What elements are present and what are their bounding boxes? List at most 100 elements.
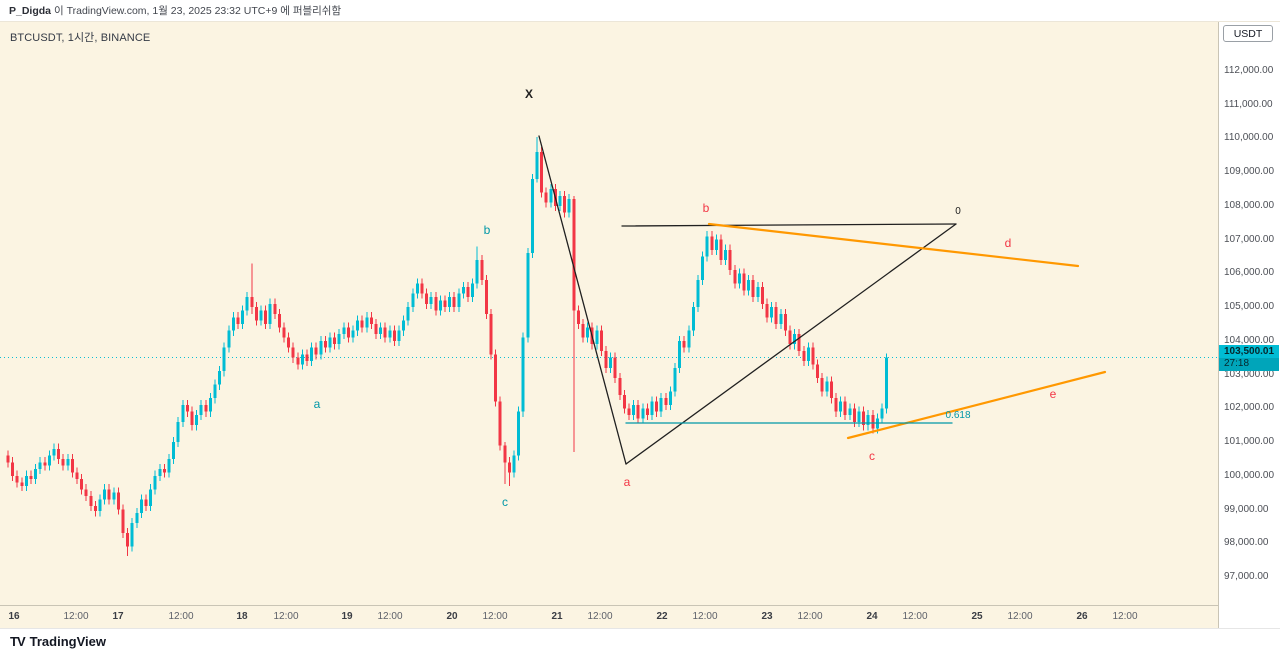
- time-axis[interactable]: 16 12:00 17 12:00 18 12:00 19 12:00 20 12:00 21 12:…: [0, 605, 1218, 628]
- candle-body: [374, 323, 378, 335]
- candle-body: [834, 398, 838, 412]
- price-axis[interactable]: 112,000.00 111,000.00 110,000.00 109,000.00…: [1218, 22, 1280, 628]
- candle-body: [797, 334, 801, 351]
- publish-header: P_Digda 이 TradingView.com, 1월 23, 2025 2…: [0, 0, 1280, 22]
- candle-body: [705, 236, 709, 257]
- candle-body: [259, 310, 263, 321]
- candle-body: [268, 303, 272, 324]
- currency-button[interactable]: USDT: [1223, 25, 1273, 42]
- candle-body: [305, 354, 309, 362]
- candle-body: [402, 320, 406, 331]
- candle-body: [236, 317, 240, 324]
- candle-body: [420, 283, 424, 294]
- candle-body: [852, 408, 856, 422]
- last-price-tag: 103,500.01 27:18: [1219, 344, 1279, 371]
- candle-body: [650, 401, 654, 416]
- candle-body: [204, 404, 208, 412]
- candle-body: [264, 310, 268, 324]
- candle-body: [530, 178, 534, 254]
- candle-body: [806, 347, 810, 362]
- candle-body: [144, 499, 148, 507]
- candle-body: [728, 249, 732, 271]
- candle-body: [627, 408, 631, 416]
- candle-body: [673, 367, 677, 392]
- candle-body: [770, 307, 774, 318]
- candle-body: [659, 398, 663, 412]
- candle-body: [323, 340, 327, 348]
- triangle-rising-line[interactable]: [625, 223, 957, 465]
- candle-body: [231, 317, 235, 331]
- candle-body: [655, 401, 659, 412]
- candle-body: [866, 415, 870, 426]
- candle-body: [245, 297, 249, 311]
- candle-body: [365, 317, 369, 328]
- price-axis-label: 102,000.00: [1224, 402, 1275, 414]
- time-axis-day-label: 24: [866, 611, 878, 622]
- wave-label-a: a: [624, 475, 631, 489]
- candle-body: [576, 310, 580, 324]
- candle-body: [857, 411, 861, 422]
- candle-body: [185, 404, 189, 412]
- candle-body: [862, 411, 866, 426]
- candle-body: [595, 330, 599, 345]
- publish-text: 이 TradingView.com, 1월 23, 2025 23:32 UTC…: [54, 5, 342, 17]
- drawing-lines[interactable]: [538, 135, 1107, 465]
- tradingview-logo-icon[interactable]: TV: [10, 634, 26, 649]
- candle-body: [11, 462, 15, 476]
- candle-body: [346, 327, 350, 338]
- candle-body: [687, 330, 691, 348]
- time-axis-day-label: 17: [112, 611, 124, 622]
- wave-label-a: a: [314, 397, 321, 411]
- candle-body: [70, 458, 74, 473]
- candle-body: [599, 330, 603, 351]
- candle-body: [668, 391, 672, 405]
- candle-body: [618, 377, 622, 395]
- candle-body: [227, 330, 231, 348]
- candle-body: [121, 509, 125, 534]
- candle-body: [636, 404, 640, 419]
- time-axis-hour-label: 12:00: [587, 611, 613, 622]
- candle-body: [84, 489, 88, 497]
- candle-body: [678, 340, 682, 368]
- candle-body: [287, 337, 291, 348]
- triangle-horizontal-line[interactable]: [621, 223, 957, 227]
- candle-body: [544, 192, 548, 203]
- candle-body: [425, 293, 429, 304]
- wave-x-falling-trendline[interactable]: [538, 135, 627, 465]
- candle-body: [471, 283, 475, 298]
- candle-body: [839, 401, 843, 412]
- price-axis-label: 108,000.00: [1224, 199, 1275, 211]
- price-axis-label: 106,000.00: [1224, 267, 1275, 279]
- candle-body: [112, 492, 116, 500]
- candle-body: [558, 195, 562, 206]
- candle-body: [300, 354, 304, 365]
- candle-body: [162, 469, 166, 473]
- candle-body: [563, 195, 567, 213]
- candle-body: [719, 239, 723, 260]
- tradingview-brand[interactable]: TradingView: [29, 634, 106, 649]
- candle-body: [34, 469, 38, 480]
- candle-body: [360, 320, 364, 328]
- candle-body: [747, 280, 751, 291]
- candle-body: [406, 307, 410, 321]
- candle-body: [89, 496, 93, 507]
- candle-body: [213, 384, 217, 399]
- candle-body: [356, 320, 360, 331]
- candle-body: [448, 297, 452, 308]
- price-chart[interactable]: Xb a c b a c d e 0 0.618: [0, 22, 1218, 605]
- wave-label-c: c: [502, 495, 508, 509]
- candle-body: [241, 310, 245, 324]
- candle-body: [66, 458, 70, 466]
- candle-body: [328, 337, 332, 348]
- candle-body: [434, 297, 438, 311]
- wave-d-orange-line[interactable]: [707, 222, 1080, 268]
- candle-body: [457, 293, 461, 308]
- price-axis-label: 100,000.00: [1224, 469, 1275, 481]
- candle-body: [756, 286, 760, 298]
- candle-body: [512, 455, 516, 473]
- candle-body: [273, 303, 277, 314]
- wave-e-orange-line[interactable]: [846, 370, 1107, 440]
- candle-body: [369, 317, 373, 324]
- candle-body: [388, 330, 392, 338]
- symbol-legend[interactable]: BTCUSDT, 1시간, BINANCE: [10, 32, 151, 44]
